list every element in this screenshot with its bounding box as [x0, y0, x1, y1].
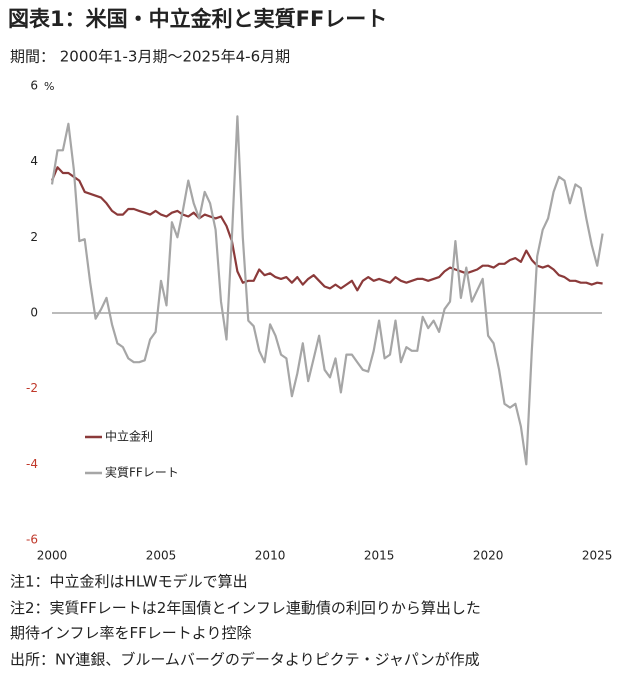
y-tick-label: -6 [26, 533, 38, 547]
y-tick-label: 2 [30, 230, 38, 244]
note: 注1：中立金利はHLWモデルで算出 [10, 573, 248, 591]
y-tick-label: 6 [30, 79, 38, 93]
chart-title: 図表1：米国・中立金利と実質FFレート [8, 7, 387, 31]
series-line [50, 166, 603, 292]
x-tick-label: 2015 [364, 549, 395, 563]
x-tick-label: 2000 [37, 549, 68, 563]
note: 出所：NY連銀、ブルームバーグのデータよりピクテ・ジャパンが作成 [10, 651, 480, 669]
series-line [50, 115, 604, 466]
y-tick-label: -4 [26, 457, 38, 471]
legend-label: 中立金利 [105, 429, 153, 444]
x-tick-label: 2010 [255, 549, 286, 563]
chart-subtitle: 期間： 2000年1-3月期～2025年4-6月期 [10, 48, 290, 66]
note: 注2：実質FFレートは2年国債とインフレ連動債の利回りから算出した期待インフレ率… [10, 599, 481, 642]
y-tick-label: -2 [26, 381, 38, 395]
y-tick-label: 0 [30, 306, 38, 320]
y-tick-label: 4 [30, 154, 38, 168]
x-tick-label: 2005 [146, 549, 177, 563]
y-unit: % [44, 80, 54, 93]
x-tick-label: 2020 [473, 549, 504, 563]
legend-label: 実質FFレート [105, 465, 179, 480]
x-tick-label: 2025 [582, 549, 613, 563]
